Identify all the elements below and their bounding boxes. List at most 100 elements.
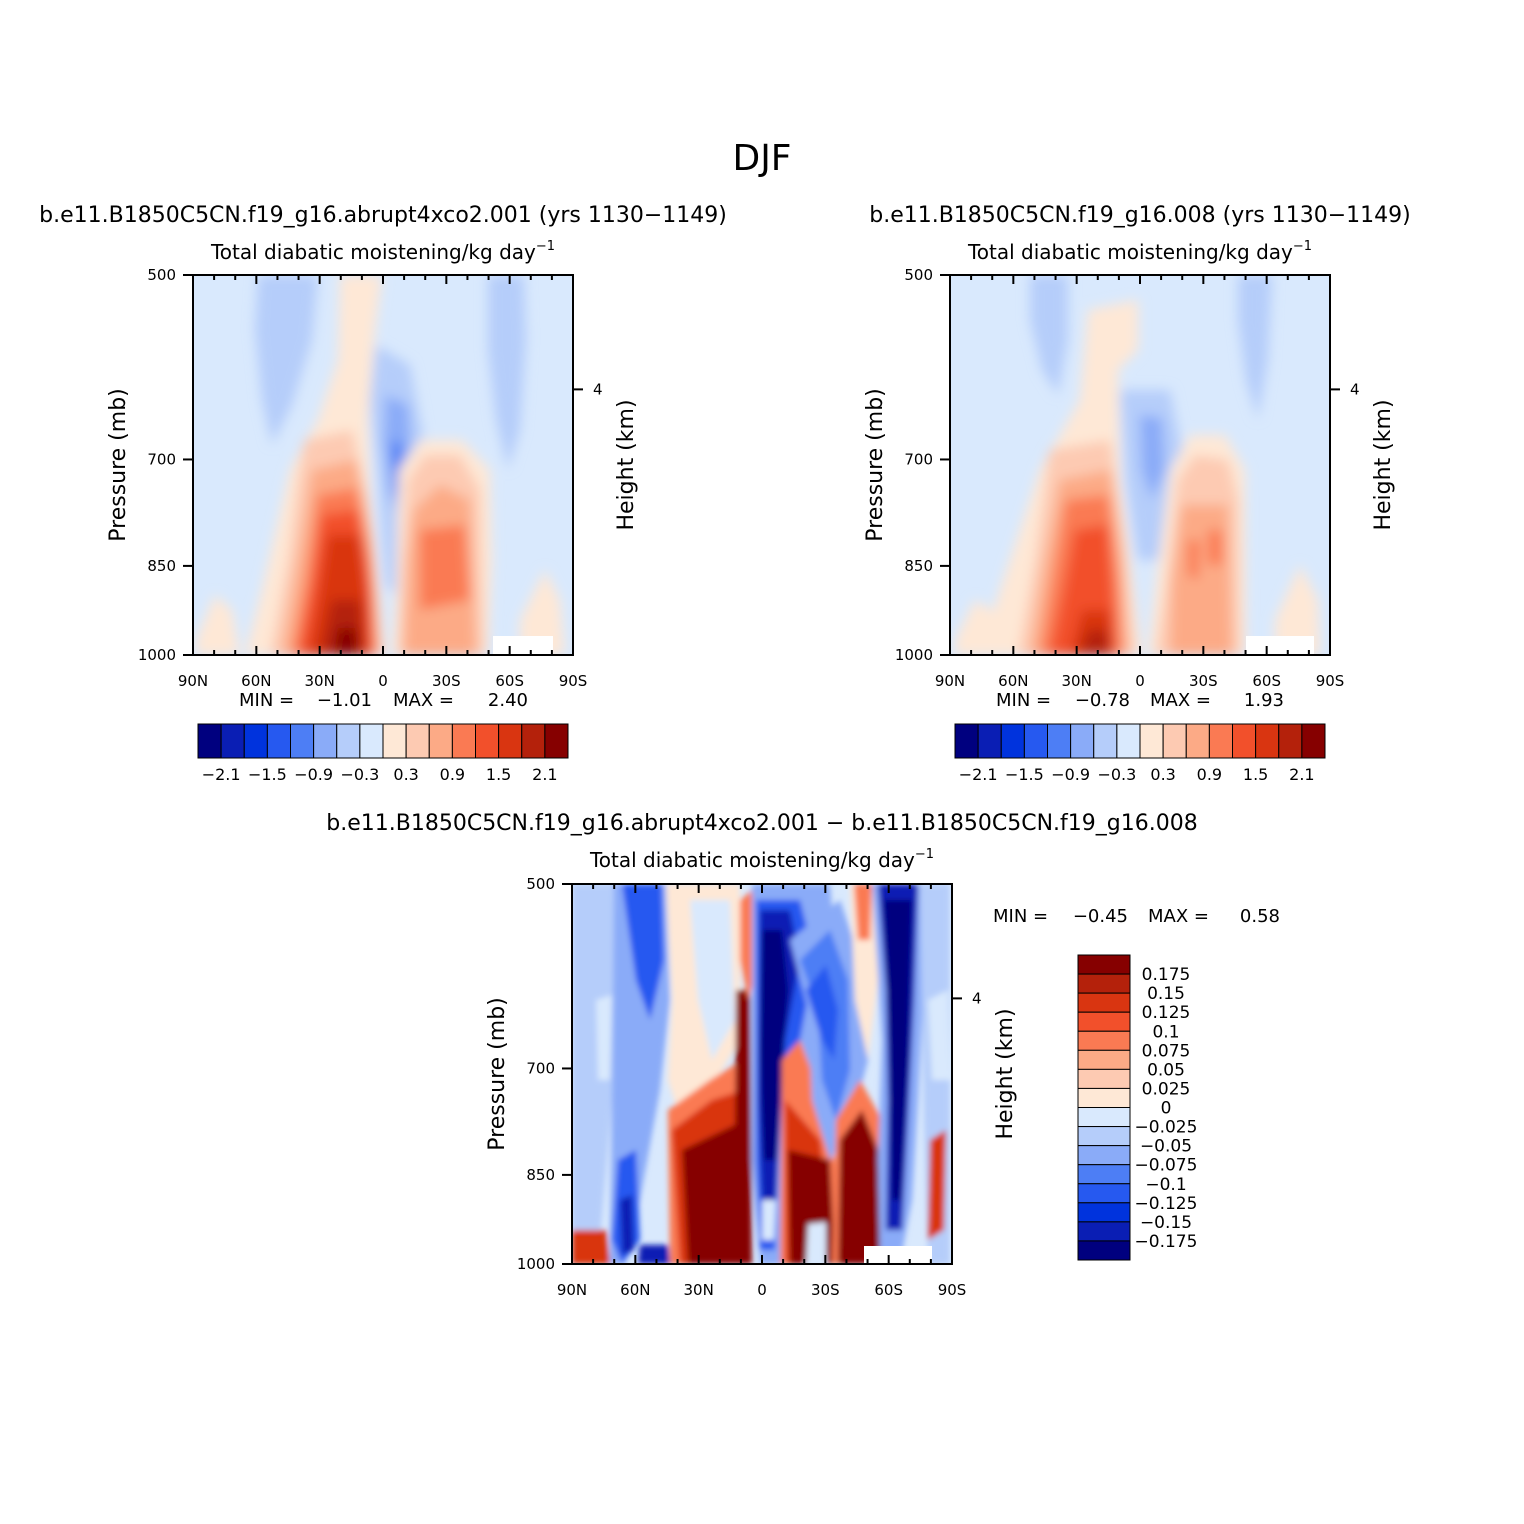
panel-b-ytick-label: 1000 [895,646,933,664]
panel-b-field [950,275,1330,655]
page-title: DJF [732,138,791,179]
panel-b-colorbar-swatch [1208,723,1233,759]
colorbars-layer: −2.1 −1.5 −0.9 −0.3 0.3 0.9 1.5 2.1 −2.1 −1.5 −0.9… [197,723,1326,1261]
panel-a-ytick-label: 850 [147,557,176,575]
panel-b-subtitle-sup: −1 [1293,239,1312,254]
panel-a-colorbar-swatch [197,723,222,759]
panel-b-colorbar-swatch [1047,723,1072,759]
panel-b-xtick-label: 30S [1189,672,1218,690]
panel-b-colorbar-label: −0.9 [1051,765,1090,784]
panel-a-xtick-label: 30S [432,672,461,690]
panel-c-colorbar-label: 0.075 [1142,1041,1191,1061]
panel-a-xtick-label: 90N [178,672,208,690]
panel-b-xtick-label: 0 [1135,672,1145,690]
panel-c-colorbar-swatch [1077,1164,1131,1185]
panel-c-title: b.e11.B1850C5CN.f19_g16.abrupt4xco2.001 … [326,811,1197,836]
panel-b-colorbar-swatch [1139,723,1164,759]
panel-b-colorbar-swatch [1070,723,1095,759]
panel-b-colorbar-label: −1.5 [1005,765,1044,784]
panel-b-max-label: MAX = [1150,690,1211,711]
panel-a-colorbar-swatch [475,723,500,759]
panel-a-colorbar-swatch [336,723,361,759]
panel-a-xtick-label: 0 [378,672,388,690]
panel-b-min-value: −0.78 [1075,690,1130,711]
panel-a-height-tick-label: 4 [593,380,603,398]
panel-c-colorbar-label: 0.15 [1147,984,1185,1004]
panel-b-xtick-label: 90S [1316,672,1345,690]
panel-a-ylabel: Pressure (mb) [106,388,131,542]
panel-c-ylabel-right: Height (km) [993,1008,1018,1139]
panel-c-colorbar: 0.1750.150.1250.10.0750.050.0250−0.025−0… [1077,954,1198,1261]
panel-c-ytick-label: 1000 [517,1255,555,1273]
panel-a-colorbar-label: 1.5 [486,765,511,784]
panel-a-colorbar-label: −0.3 [340,765,379,784]
panel-b-ytick-label: 850 [904,557,933,575]
panel-c-colorbar-swatch [1077,1145,1131,1166]
panel-c-colorbar-label: −0.125 [1135,1194,1198,1214]
panel-b-xtick-label: 60S [1252,672,1281,690]
panel-c-subtitle: Total diabatic moistening/kg day−1 [589,847,934,872]
panel-c-colorbar-swatch [1077,1030,1131,1051]
panel-c-colorbar-swatch [1077,1183,1131,1204]
panel-c-height-tick-label: 4 [972,989,982,1007]
panel-c-colorbar-label: −0.175 [1135,1232,1198,1252]
panel-b-min-label: MIN = [996,690,1051,711]
panel-a-colorbar-label: −0.9 [294,765,333,784]
panel-c-colorbar-label: −0.1 [1145,1175,1186,1195]
panel-b-colorbar-swatch [1301,723,1326,759]
panel-b-colorbar-label: −2.1 [959,765,998,784]
panel-b-colorbar-label: −0.3 [1097,765,1136,784]
panel-b-colorbar-label: 2.1 [1289,765,1314,784]
panel-b-colorbar-swatch [954,723,979,759]
panel-b-colorbar-swatch [1185,723,1210,759]
panel-a-subtitle: Total diabatic moistening/kg day−1 [210,239,555,264]
panel-c-colorbar-label: 0.175 [1142,965,1191,985]
panel-a-subtitle-main: Total diabatic moistening/kg day [210,240,536,264]
panel-c-colorbar-swatch [1077,1068,1131,1089]
panel-c-colorbar-swatch [1077,1202,1131,1223]
panel-c-xtick-label: 30S [811,1281,840,1299]
panel-c-colorbar-label: 0.05 [1147,1060,1185,1080]
panel-b-ylabel: Pressure (mb) [863,388,888,542]
panel-a-subtitle-sup: −1 [536,239,555,254]
panel-c-colorbar-swatch [1077,1126,1131,1147]
panel-b-colorbar-swatch [1023,723,1048,759]
panel-c-xtick-label: 60S [874,1281,903,1299]
panel-c-xtick-label: 90N [557,1281,587,1299]
panel-a-xtick-label: 30N [305,672,335,690]
panel-c-colorbar-label: −0.05 [1140,1137,1192,1157]
panel-a-ytick-label: 1000 [138,646,176,664]
panel-a-colorbar-swatch [451,723,476,759]
panel-c-colorbar-swatch [1077,1240,1131,1261]
panel-c: b.e11.B1850C5CN.f19_g16.abrupt4xco2.001 … [326,811,1198,1265]
panel-c-colorbar-swatch [1077,1087,1131,1108]
panel-c-subtitle-main: Total diabatic moistening/kg day [589,848,915,872]
panel-b-subtitle: Total diabatic moistening/kg day−1 [967,239,1312,264]
panel-b: b.e11.B1850C5CN.f19_g16.008 (yrs 1130−11… [869,203,1411,656]
panel-a-colorbar: −2.1 −1.5 −0.9 −0.3 0.3 0.9 1.5 2.1 [197,723,569,784]
panel-c-xtick-label: 0 [757,1281,767,1299]
panel-b-colorbar-swatch [977,723,1002,759]
panel-c-ytick-label: 500 [526,875,555,893]
panel-b-axes: 90N 60N 30N 0 30S 60S 90S 500 700 850 1000 4 Pressur… [863,266,1396,690]
panel-c-subtitle-sup: −1 [915,847,934,862]
panel-c-colorbar-swatch [1077,973,1131,994]
panel-b-colorbar-label: 0.3 [1150,765,1175,784]
panel-c-colorbar-label: 0 [1161,1099,1172,1119]
panel-b-ytick-label: 700 [904,450,933,468]
panel-b-ytick-label: 500 [904,266,933,284]
panel-c-xtick-label: 90S [938,1281,967,1299]
panel-b-xtick-label: 90N [935,672,965,690]
panel-a-colorbar-label: 0.9 [440,765,465,784]
panel-c-colorbar-swatch [1077,1221,1131,1242]
panel-a-xtick-label: 60N [241,672,271,690]
panel-a-colorbar-swatch [359,723,384,759]
panel-c-xtick-label: 60N [620,1281,650,1299]
panel-c-max-value: 0.58 [1240,906,1280,927]
panel-c-colorbar-swatch [1077,992,1131,1013]
panel-c-colorbar-label: 0.125 [1142,1003,1191,1023]
panel-a-min-label: MIN = [239,690,294,711]
panel-b-ylabel-right: Height (km) [1371,399,1396,530]
panel-c-field [572,884,952,1264]
panel-a-ytick-label: 700 [147,450,176,468]
